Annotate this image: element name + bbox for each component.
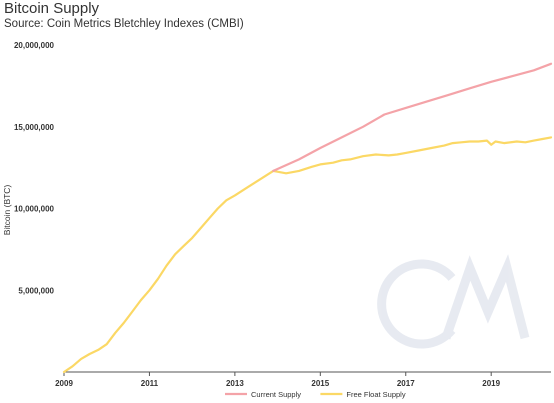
y-axis-title: Bitcoin (BTC) — [2, 185, 12, 236]
x-tick-label: 2013 — [226, 379, 244, 388]
series-line — [272, 62, 553, 172]
y-tick-label: 15,000,000 — [14, 123, 55, 132]
x-tick-label: 2019 — [482, 379, 500, 388]
chart-title: Bitcoin Supply — [4, 0, 100, 17]
y-tick-label: 5,000,000 — [18, 286, 54, 295]
cm-watermark-logo — [377, 254, 530, 349]
x-tick-label: 2009 — [55, 379, 73, 388]
x-tick-label: 2011 — [141, 379, 159, 388]
x-tick-label: 2015 — [311, 379, 329, 388]
x-tick-label: 2017 — [397, 379, 415, 388]
series-line — [62, 136, 553, 374]
y-tick-label: 20,000,000 — [14, 41, 55, 50]
chart-subtitle: Source: Coin Metrics Bletchley Indexes (… — [4, 18, 244, 30]
legend-label: Current Supply — [251, 390, 301, 399]
legend-label: Free Float Supply — [346, 390, 405, 399]
y-tick-label: 10,000,000 — [14, 205, 55, 214]
